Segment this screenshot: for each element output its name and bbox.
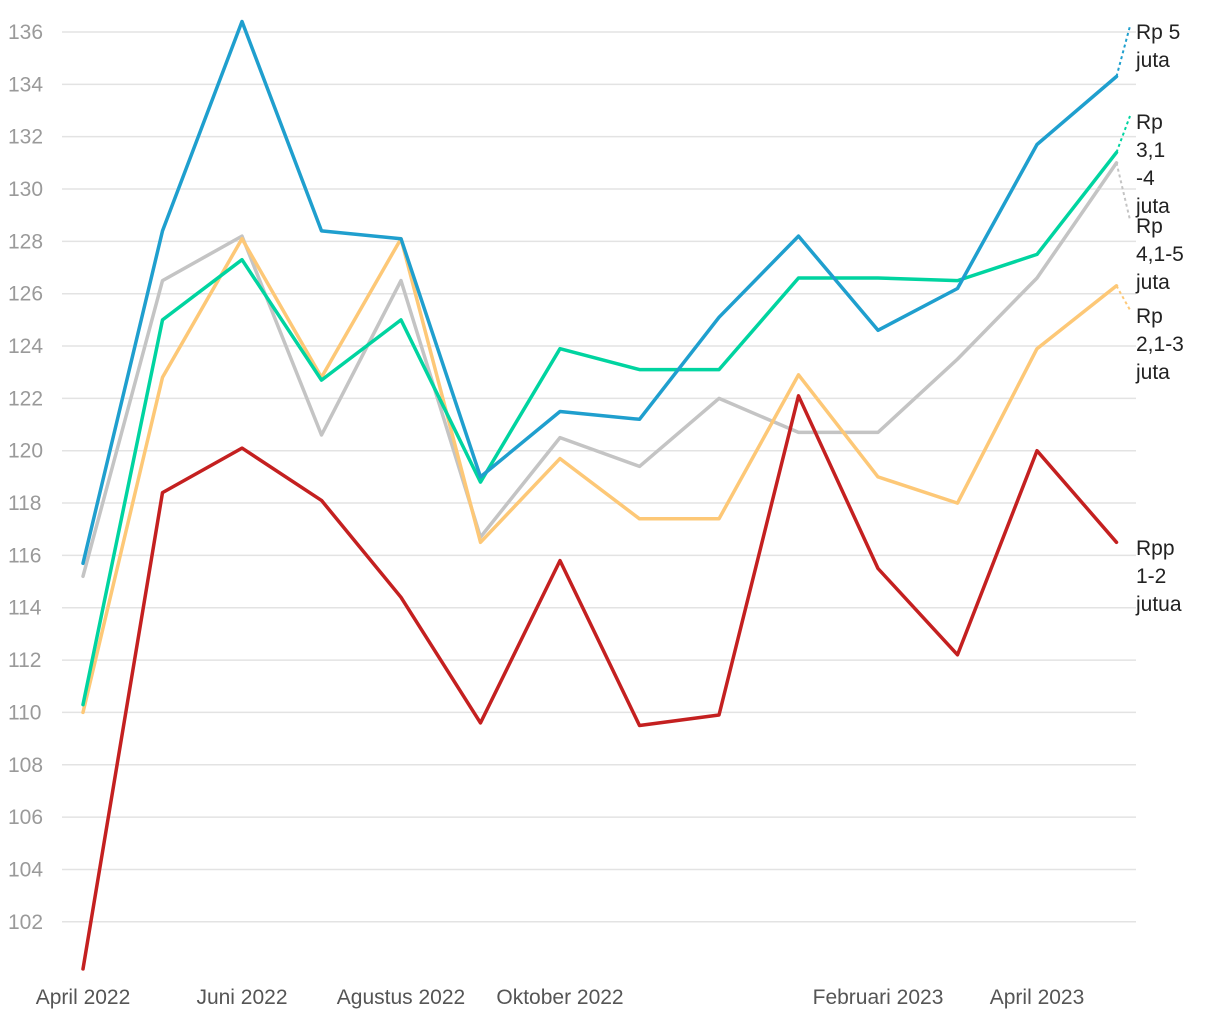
series-line xyxy=(81,394,1119,971)
series-end-label: juta xyxy=(1135,195,1170,218)
y-tick-label: 120 xyxy=(8,440,43,463)
grid xyxy=(62,31,1136,923)
series-layer xyxy=(81,19,1119,971)
y-tick-label: 104 xyxy=(8,858,43,881)
y-tick-label: 118 xyxy=(8,492,41,515)
series-end-label: 3,1 xyxy=(1136,139,1165,162)
y-tick-label: 102 xyxy=(8,911,43,934)
x-tick-label: Juni 2022 xyxy=(196,986,287,1009)
y-tick-label: 122 xyxy=(8,387,43,410)
series-end-label: -4 xyxy=(1136,167,1155,190)
series-end-label: Rp 5 xyxy=(1136,21,1180,44)
series-end-label: 2,1-3 xyxy=(1136,333,1184,356)
series-end-label: Rp xyxy=(1136,111,1163,134)
y-tick-label: 124 xyxy=(8,335,43,358)
series-end-label: juta xyxy=(1135,361,1170,384)
y-tick-label: 132 xyxy=(8,126,43,149)
series-end-label: 4,1-5 xyxy=(1136,243,1184,266)
x-tick-label: Agustus 2022 xyxy=(337,986,465,1009)
end-labels: Rp 5jutaRp3,1-4jutaRp4,1-5jutaRp2,1-3jut… xyxy=(1115,21,1184,616)
series-line xyxy=(81,150,1119,707)
series-end-label: Rp xyxy=(1136,215,1163,238)
series-end-label: 1-2 xyxy=(1136,565,1166,588)
y-tick-label: 114 xyxy=(8,597,42,620)
y-tick-label: 112 xyxy=(8,649,41,672)
x-tick-label: April 2022 xyxy=(36,986,131,1009)
series-end-label: Rpp xyxy=(1136,537,1175,560)
y-tick-label: 106 xyxy=(8,806,43,829)
y-tick-label: 130 xyxy=(8,178,43,201)
y-tick-label: 134 xyxy=(8,73,43,96)
series-end-label: Rp xyxy=(1136,305,1163,328)
y-axis: 102 104 106 108 110 112 114 116 118 120 122 124 126 1… xyxy=(8,21,43,934)
label-leader xyxy=(1115,162,1131,221)
series-end-label: jutua xyxy=(1135,593,1182,616)
label-leader xyxy=(1115,285,1131,311)
x-tick-label: Februari 2023 xyxy=(813,986,944,1009)
series-end-label: juta xyxy=(1135,271,1170,294)
y-tick-label: 128 xyxy=(8,230,43,253)
series-line xyxy=(81,236,1119,715)
y-tick-label: 110 xyxy=(8,701,41,724)
label-leader xyxy=(1115,25,1131,77)
series-line xyxy=(81,19,1119,566)
x-tick-label: April 2023 xyxy=(990,986,1085,1009)
series-line xyxy=(81,161,1119,579)
x-axis: April 2022 Juni 2022 Agustus 2022 Oktober 2… xyxy=(36,986,1085,1009)
y-tick-label: 136 xyxy=(8,21,43,44)
y-tick-label: 108 xyxy=(8,754,43,777)
y-tick-label: 126 xyxy=(8,283,43,306)
x-tick-label: Oktober 2022 xyxy=(496,986,623,1009)
series-end-label: juta xyxy=(1135,49,1170,72)
y-tick-label: 116 xyxy=(8,544,41,567)
label-leader xyxy=(1115,115,1131,153)
